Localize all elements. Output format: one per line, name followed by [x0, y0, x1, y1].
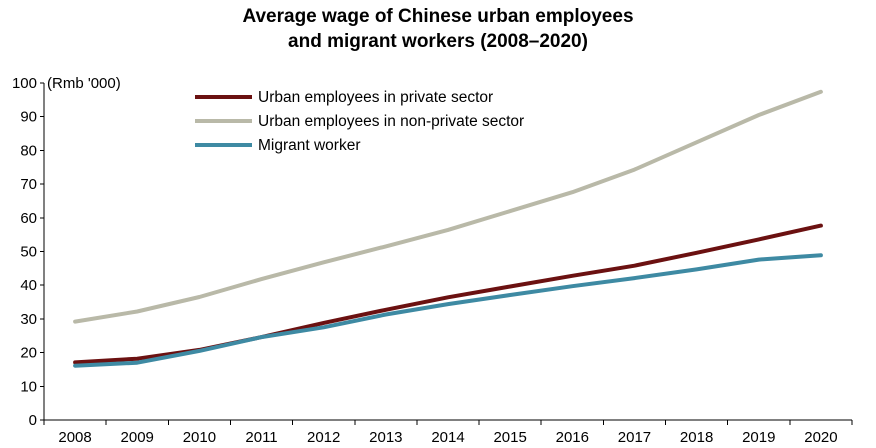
- legend-label-1: Urban employees in private sector: [258, 89, 493, 106]
- y-tick-label: 10: [20, 378, 37, 395]
- y-tick-label: 30: [20, 311, 37, 328]
- y-unit-label: (Rmb '000): [47, 75, 121, 92]
- legend-label-3: Migrant worker: [258, 137, 361, 154]
- series-line-1: [73, 223, 823, 365]
- x-tick-label: 2020: [804, 429, 837, 446]
- x-tick-label: 2016: [556, 429, 589, 446]
- x-tick-label: 2017: [618, 429, 651, 446]
- x-tick-label: 2018: [680, 429, 713, 446]
- legend: Urban employees in private sector Urban e…: [195, 89, 524, 154]
- x-tick-label: 2010: [183, 429, 216, 446]
- y-tick-label: 100: [12, 75, 37, 92]
- y-tick-label: 90: [20, 109, 37, 126]
- legend-label-2: Urban employees in non-private sector: [258, 113, 524, 130]
- y-tick-label: 0: [29, 412, 37, 429]
- y-tick-label: 50: [20, 244, 37, 261]
- y-tick-label: 70: [20, 176, 37, 193]
- axes: [40, 82, 853, 425]
- x-tick-label: 2013: [369, 429, 402, 446]
- y-tick-label: 40: [20, 277, 37, 294]
- y-tick-labels: 0 10 20 30 40 50 60 70 80 90 100: [12, 75, 37, 429]
- y-tick-label: 60: [20, 210, 37, 227]
- chart-title-line-2: and migrant workers (2008–2020): [288, 31, 588, 52]
- x-tick-label: 2008: [58, 429, 91, 446]
- chart-title-line-1: Average wage of Chinese urban employees: [242, 6, 633, 27]
- x-tick-label: 2011: [245, 429, 277, 446]
- x-tick-label: 2015: [493, 429, 526, 446]
- x-tick-label: 2009: [121, 429, 154, 446]
- series-line-2: [73, 89, 823, 324]
- x-tick-labels: 2008 2009 2010 2011 2012 2013 2014 2015 2016 2017…: [58, 429, 837, 446]
- x-tick-label: 2012: [307, 429, 340, 446]
- y-tick-label: 20: [20, 345, 37, 362]
- x-tick-label: 2019: [742, 429, 775, 446]
- x-tick-label: 2014: [431, 429, 464, 446]
- series-line-3: [73, 253, 823, 368]
- series-lines: [73, 89, 823, 368]
- y-tick-label: 80: [20, 142, 37, 159]
